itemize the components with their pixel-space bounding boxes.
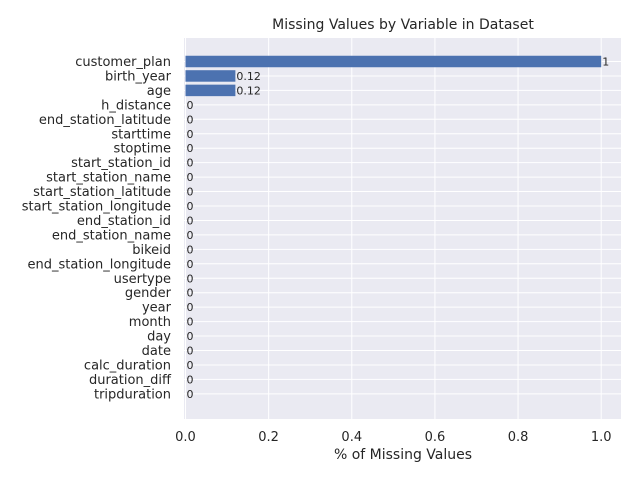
y-tick-label-end_station_latitude: end_station_latitude <box>39 113 171 128</box>
y-tick-label-end_station_longitude: end_station_longitude <box>28 257 171 272</box>
y-tick-label-customer_plan: customer_plan <box>75 55 171 70</box>
data-label-end_station_latitude: 0 <box>187 113 194 126</box>
y-tick-label-day: day <box>147 330 171 345</box>
x-tick-label: 0.0 <box>175 430 196 445</box>
data-label-end_station_id: 0 <box>187 214 194 227</box>
y-tick-label-starttime: starttime <box>111 127 171 142</box>
chart-title: Missing Values by Variable in Dataset <box>272 17 534 33</box>
data-label-customer_plan: 1 <box>602 56 609 69</box>
x-tick-label: 0.4 <box>341 430 362 445</box>
y-tick-label-end_station_id: end_station_id <box>77 214 171 229</box>
x-tick-labels: 0.0 0.2 0.4 0.6 0.8 1.0 <box>175 430 611 445</box>
data-label-bikeid: 0 <box>187 243 194 256</box>
data-label-day: 0 <box>187 330 194 343</box>
data-label-age: 0.12 <box>236 84 261 97</box>
y-tick-label-birth_year: birth_year <box>105 69 172 84</box>
y-tick-label-calc_duration: calc_duration <box>84 358 171 373</box>
data-label-calc_duration: 0 <box>187 359 194 372</box>
plot-area <box>184 38 621 419</box>
y-tick-label-stoptime: stoptime <box>114 142 171 157</box>
x-axis-label: % of Missing Values <box>334 447 472 463</box>
y-tick-label-age: age <box>147 84 171 99</box>
y-tick-label-h_distance: h_distance <box>101 98 171 113</box>
data-label-duration_diff: 0 <box>187 373 194 386</box>
y-tick-label-month: month <box>129 315 171 330</box>
y-tick-label-gender: gender <box>125 286 172 301</box>
x-tick-label: 0.6 <box>425 430 446 445</box>
data-label-birth_year: 0.12 <box>236 70 261 83</box>
y-tick-labels: customer_planbirth_yearageh_distanceend_… <box>22 55 172 402</box>
y-tick-label-duration_diff: duration_diff <box>89 373 172 388</box>
bar-birth_year <box>185 70 236 82</box>
bar-age <box>185 84 236 97</box>
bar-customer_plan <box>185 55 602 68</box>
data-label-starttime: 0 <box>187 128 194 141</box>
data-label-start_station_latitude: 0 <box>187 186 194 199</box>
y-tick-label-date: date <box>142 344 171 359</box>
y-tick-label-end_station_name: end_station_name <box>52 228 171 243</box>
data-label-start_station_id: 0 <box>187 157 194 170</box>
data-label-date: 0 <box>187 345 194 358</box>
x-tick-label: 0.8 <box>508 430 529 445</box>
y-tick-label-start_station_longitude: start_station_longitude <box>22 200 171 215</box>
data-label-gender: 0 <box>187 287 194 300</box>
data-label-end_station_longitude: 0 <box>187 258 194 271</box>
bars <box>185 55 602 97</box>
data-label-start_station_name: 0 <box>187 171 194 184</box>
data-label-end_station_name: 0 <box>187 229 194 242</box>
y-tick-label-usertype: usertype <box>114 272 171 287</box>
x-tick-label: 1.0 <box>591 430 612 445</box>
data-label-year: 0 <box>187 301 194 314</box>
y-tick-label-tripduration: tripduration <box>94 387 171 402</box>
y-tick-label-start_station_name: start_station_name <box>46 171 171 186</box>
data-label-usertype: 0 <box>187 272 194 285</box>
y-tick-label-start_station_id: start_station_id <box>71 156 171 171</box>
data-label-tripduration: 0 <box>187 388 194 401</box>
y-tick-label-year: year <box>142 301 172 316</box>
data-label-month: 0 <box>187 316 194 329</box>
y-tick-label-start_station_latitude: start_station_latitude <box>33 185 171 200</box>
y-tick-label-bikeid: bikeid <box>132 243 171 258</box>
data-label-start_station_longitude: 0 <box>187 200 194 213</box>
x-gridlines <box>184 38 621 419</box>
data-label-stoptime: 0 <box>187 142 194 155</box>
x-tick-label: 0.2 <box>258 430 279 445</box>
data-label-h_distance: 0 <box>187 99 194 112</box>
